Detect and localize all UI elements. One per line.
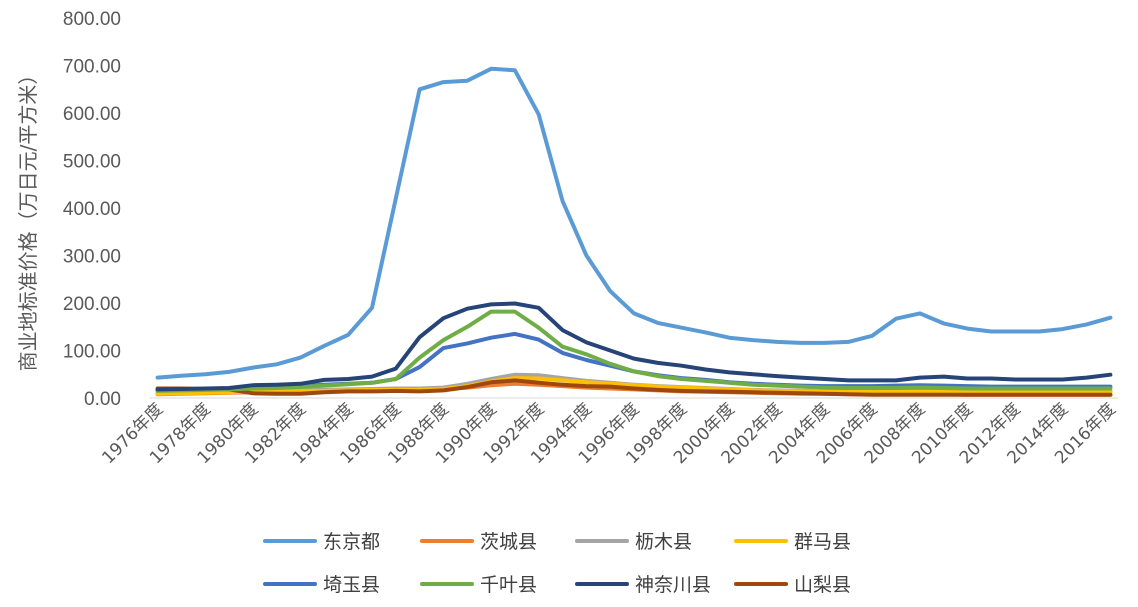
legend-label: 群马县: [794, 531, 851, 553]
y-tick-label: 700.00: [63, 57, 121, 78]
series-line-7: [155, 378, 1113, 397]
legend-item: 埼玉县: [263, 574, 380, 596]
x-axis-ticks: 1976年度1978年度1980年度1982年度1984年度1986年度1988…: [98, 399, 1120, 468]
legend-label: 千叶县: [480, 574, 537, 596]
legend-label: 埼玉县: [323, 574, 380, 596]
y-tick-label: 0.00: [84, 389, 121, 410]
y-axis-label: 商业地标准价格（万日元/平方米）: [16, 65, 40, 372]
series-lines: [155, 66, 1113, 397]
y-tick-label: 100.00: [63, 342, 121, 363]
legend-item: 茨城县: [420, 531, 537, 553]
series-line-4: [155, 331, 1113, 392]
legend-label: 神奈川县: [635, 574, 711, 596]
legend-label: 茨城县: [480, 531, 537, 553]
y-tick-label: 600.00: [63, 104, 121, 125]
series-line-5: [155, 309, 1113, 393]
legend-item: 山梨县: [734, 574, 851, 596]
y-tick-label: 800.00: [63, 9, 121, 30]
series-line-6: [155, 301, 1113, 392]
legend-item: 神奈川县: [575, 574, 711, 596]
legend-item: 群马县: [734, 531, 851, 553]
series-line-0: [155, 66, 1113, 380]
y-axis-label-group: 商业地标准价格（万日元/平方米）: [16, 65, 40, 372]
legend-item: 东京都: [263, 531, 380, 553]
y-tick-label: 400.00: [63, 199, 121, 220]
legend-label: 山梨县: [794, 574, 851, 596]
legend-item: 千叶县: [420, 574, 537, 596]
legend-item: 枥木县: [575, 531, 692, 553]
legend-label: 枥木县: [635, 531, 692, 553]
y-tick-label: 500.00: [63, 152, 121, 173]
y-tick-label: 300.00: [63, 247, 121, 268]
legend-label: 东京都: [323, 531, 380, 553]
y-tick-label: 200.00: [63, 294, 121, 315]
y-axis-ticks: 0.00 100.00 200.00 300.00 400.00 500.00 600.00…: [63, 9, 121, 410]
